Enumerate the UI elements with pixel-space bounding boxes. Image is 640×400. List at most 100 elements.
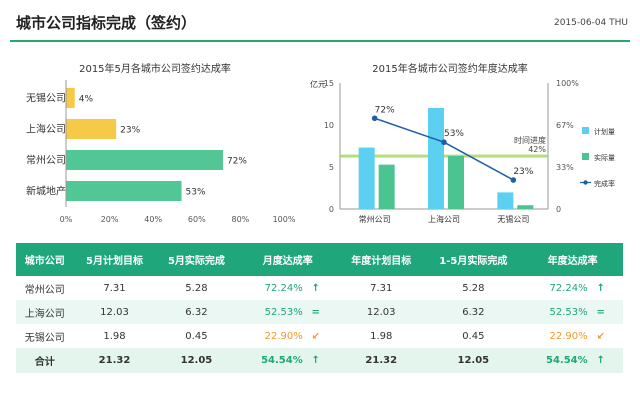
monthly-actual-cell: 5.28 (185, 282, 208, 294)
trend-icon: ↙ (596, 330, 605, 342)
annual-rate-cell: 52.53% = (522, 300, 623, 324)
rate-label: 53% (444, 129, 464, 139)
x-tick-label: 100% (273, 215, 295, 224)
right-tick-label: 100% (556, 79, 579, 88)
category-label: 常州公司 (26, 154, 66, 167)
table-header-row: 城市公司 5月计划目标 5月实际完成 月度达成率 年度计划目标 1-5月实际完成… (16, 243, 623, 276)
header-divider (10, 40, 630, 42)
bar-plan (428, 107, 444, 209)
x-tick-label: 60% (188, 215, 206, 224)
kpi-table: 城市公司 5月计划目标 5月实际完成 月度达成率 年度计划目标 1-5月实际完成… (16, 243, 623, 373)
legend-marker-rate (583, 180, 588, 185)
bar-actual (517, 205, 534, 209)
legend-label: 计划量 (594, 127, 615, 136)
y-tick-label: 5 (329, 163, 334, 172)
data-label: 53% (186, 188, 206, 198)
monthly-plan-total: 21.32 (73, 348, 156, 373)
annual-plan-total: 21.32 (338, 348, 425, 373)
monthly-rate-cell: 22.90% ↙ (237, 324, 338, 348)
trend-icon: ↑ (311, 355, 320, 366)
monthly-rate-cell: 72.24% ↑ (237, 276, 338, 300)
bar-plan (497, 192, 514, 209)
city-cell: 无锡公司 (24, 332, 65, 344)
category-label: 无锡公司 (26, 92, 66, 105)
monthly-plan-cell: 1.98 (103, 330, 126, 342)
trend-icon: ↑ (596, 355, 605, 366)
reference-value-label: 42% (528, 145, 546, 154)
right-tick-label: 67% (556, 121, 574, 130)
monthly-rate-cell: 52.53% = (237, 300, 339, 324)
chart-title: 2015年5月各城市公司签约达成率 (79, 62, 231, 75)
category-label: 新城地产 (26, 185, 66, 198)
total-label: 合计 (16, 348, 74, 373)
annual-plan-cell: 7.31 (370, 282, 393, 294)
city-cell: 常州公司 (24, 284, 65, 296)
bar (66, 150, 223, 170)
monthly-actual-cell: 0.45 (185, 330, 208, 342)
data-label: 72% (227, 157, 247, 167)
trend-icon: = (596, 306, 605, 318)
rate-value: 52.53% (264, 306, 303, 318)
chart-title: 2015年各城市公司签约年度达成率 (372, 62, 527, 75)
y-tick-label: 0 (329, 205, 334, 214)
bar (66, 119, 117, 139)
header: 城市公司指标完成（签约） 2015-06-04 THU (0, 0, 640, 42)
legend-swatch-plan (582, 127, 589, 134)
total-row: 合计 21.32 12.05 54.54% ↑ 21.32 12.05 54.54… (16, 348, 623, 373)
column-header: 城市公司 (16, 243, 74, 276)
date-label: 2015-06-04 THU (553, 18, 628, 28)
trend-icon: ↑ (596, 282, 605, 294)
table-row: 上海公司 12.03 6.32 52.53% = 12.03 6.32 52.53… (16, 300, 623, 324)
annual-rate-cell: 22.90% ↙ (522, 324, 623, 348)
rate-point (371, 115, 378, 122)
category-label: 上海公司 (26, 123, 66, 136)
bar-actual (448, 155, 464, 209)
ytd-actual-cell: 6.32 (424, 300, 523, 324)
ytd-actual-cell: 0.45 (462, 330, 485, 342)
trend-icon: = (311, 306, 320, 318)
rate-value: 22.90% (549, 330, 588, 342)
bar (66, 88, 75, 108)
left-axis-unit: 亿元 (310, 79, 326, 89)
bar-plan (358, 147, 375, 209)
monthly-plan-cell: 12.03 (73, 300, 156, 324)
monthly-plan-cell: 7.31 (103, 282, 126, 294)
city-cell: 上海公司 (16, 300, 74, 324)
rate-value: 54.54% (545, 355, 588, 366)
page-title: 城市公司指标完成（签约） (16, 14, 197, 32)
reference-label: 时间进度 (514, 135, 546, 145)
monthly-actual-cell: 6.32 (155, 300, 238, 324)
x-tick-label: 80% (232, 215, 250, 224)
rate-value: 72.24% (549, 282, 588, 294)
legend-label: 完成率 (594, 179, 615, 188)
x-tick-label: 40% (144, 215, 162, 224)
rate-value: 54.54% (261, 355, 303, 366)
rate-point (441, 139, 447, 146)
legend-swatch-actual (582, 153, 589, 160)
monthly-rate-total: 54.54% ↑ (237, 348, 339, 373)
trend-icon: ↑ (311, 282, 320, 294)
table-row: 无锡公司 1.98 0.45 22.90% ↙ 1.98 0.45 22.90% ↙ (16, 324, 623, 348)
bar-actual (378, 164, 395, 209)
rate-value: 52.53% (549, 306, 588, 318)
annual-plan-cell: 1.98 (370, 330, 393, 342)
right-tick-label: 0 (556, 205, 561, 214)
rate-value: 72.24% (264, 282, 303, 294)
x-tick-label: 20% (101, 215, 119, 224)
annual-rate-total: 54.54% ↑ (522, 348, 623, 373)
x-tick-label: 0% (60, 215, 73, 224)
column-header: 年度达成率 (522, 243, 623, 276)
monthly-actual-total: 12.05 (155, 348, 238, 373)
data-label: 4% (79, 95, 94, 105)
y-tick-label: 15 (324, 79, 334, 88)
column-header: 5月实际完成 (155, 243, 238, 276)
rate-label: 23% (513, 167, 533, 177)
legend-label: 实际量 (594, 153, 615, 162)
y-tick-label: 10 (324, 121, 334, 130)
rate-value: 22.90% (264, 330, 303, 342)
column-header: 1-5月实际完成 (424, 243, 523, 276)
column-header: 年度计划目标 (338, 243, 425, 276)
column-header: 5月计划目标 (73, 243, 156, 276)
